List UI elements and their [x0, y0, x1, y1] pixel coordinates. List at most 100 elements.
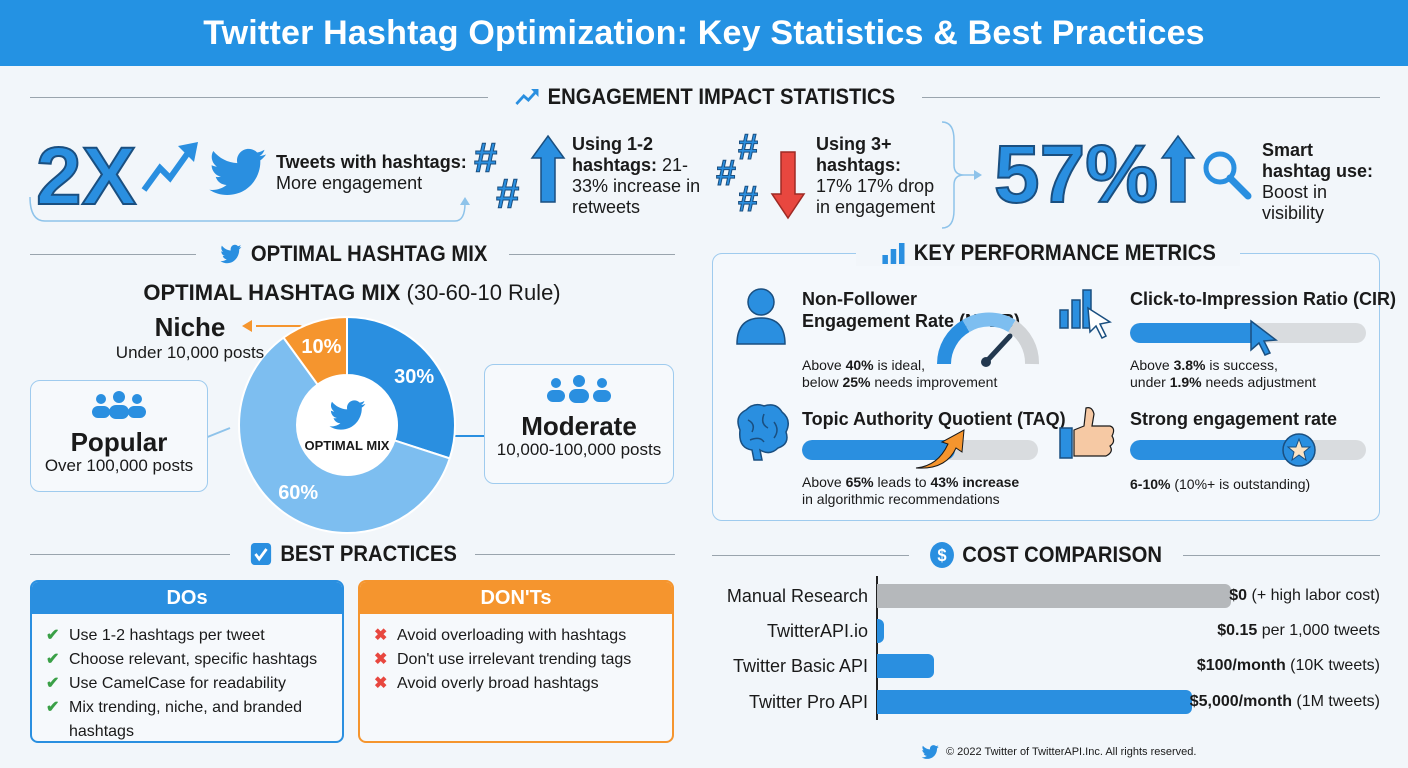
- cost-value-label: $5,000/month (1M tweets): [1140, 693, 1380, 711]
- dollar-icon: $: [930, 542, 955, 568]
- cost-value: $0.15: [1217, 622, 1258, 639]
- donut-label: 30%: [394, 366, 434, 388]
- cir-progress-fill: [1130, 323, 1260, 343]
- nfer-gauge: [937, 312, 1039, 367]
- metrics-panel: [712, 253, 1380, 521]
- cir-low: 1.9%: [1169, 374, 1202, 390]
- cost-value: $0: [1229, 587, 1248, 604]
- dos-item: ✔ Use CamelCase for readability: [46, 672, 328, 696]
- taq-progress-fill: [802, 440, 956, 460]
- popular-desc: Over 100,000 posts: [44, 456, 194, 475]
- check-icon: ✔: [46, 627, 60, 644]
- cross-icon: ✖: [374, 675, 388, 692]
- metrics-section-header: KEY PERFORMANCE METRICS: [856, 240, 1241, 266]
- cross-icon: ✖: [374, 651, 388, 668]
- checkbox-icon: [250, 543, 271, 565]
- nfer-text: below: [802, 374, 843, 390]
- ser-progress-bar: [1130, 440, 1366, 460]
- cost-bar: [877, 654, 934, 678]
- donts-item-text: Avoid overloading with hashtags: [397, 627, 627, 644]
- mix-subtitle-rule: (30-60-10 Rule): [400, 280, 561, 305]
- taq-threshold: 65%: [845, 474, 874, 490]
- mix-section-header: OPTIMAL HASHTAG MIX: [30, 241, 676, 267]
- mix-subtitle-bold: OPTIMAL HASHTAG MIX: [143, 280, 401, 305]
- engagement-heading: ENGAGEMENT IMPACT STATISTICS: [547, 84, 896, 109]
- cir-text: Above: [1130, 357, 1174, 373]
- brace-arrow: [941, 121, 982, 229]
- dos-item: ✔ Choose relevant, specific hashtags: [46, 648, 328, 672]
- cir-text: under: [1130, 374, 1170, 390]
- group-icon: [547, 375, 611, 403]
- cir-success: 3.8%: [1173, 357, 1206, 373]
- nfer-text: Above: [802, 357, 846, 373]
- nfer-text: is ideal,: [873, 357, 925, 373]
- engagement-section-header: ENGAGEMENT IMPACT STATISTICS: [30, 84, 1381, 110]
- twitter-bird-icon: [202, 142, 272, 202]
- cost-bar: [877, 690, 1193, 714]
- cost-section-header: $ COST COMPARISON: [712, 541, 1380, 569]
- taq-increase: 43% increase: [930, 474, 1020, 490]
- taq-progress-bar: [802, 440, 1038, 460]
- practices-section-header: BEST PRACTICES: [30, 541, 676, 567]
- bracket-arrow: [29, 196, 470, 222]
- donts-item: ✖ Avoid overloading with hashtags: [374, 624, 658, 648]
- donut-label: 60%: [278, 482, 318, 504]
- svg-text:$: $: [938, 544, 948, 565]
- brain-icon: [737, 403, 789, 461]
- cir-text: is success,: [1205, 357, 1278, 373]
- cost-value-note: (1M tweets): [1291, 693, 1380, 710]
- magnifier-icon: [1203, 151, 1252, 200]
- ser-progress-fill: [1130, 440, 1307, 460]
- cir-text: needs adjustment: [1201, 374, 1317, 390]
- check-icon: ✔: [46, 651, 60, 668]
- stat-1-text: Tweets with hashtags: More engagement: [276, 152, 476, 194]
- nfer-text: needs improvement: [870, 374, 998, 390]
- practices-heading: BEST PRACTICES: [279, 541, 457, 566]
- ser-text: (10%+ is outstanding): [1170, 476, 1311, 492]
- hashtag-icon: # #: [473, 134, 520, 217]
- popular-name: Popular: [70, 427, 168, 457]
- cost-value-note: (+ high labor cost): [1247, 587, 1380, 604]
- donut-center-label: OPTIMAL MIX: [304, 438, 390, 453]
- niche-name: Niche: [154, 312, 226, 342]
- donts-title: DON'Ts: [360, 582, 672, 614]
- arrow-up-icon: [530, 134, 566, 203]
- hashtags-icon: # # #: [715, 126, 759, 219]
- dos-item-text: Choose relevant, specific hashtags: [69, 651, 318, 668]
- stat-57-value: 57%: [993, 129, 1159, 220]
- cost-axis: [876, 576, 878, 720]
- twitter-bird-icon: [218, 242, 244, 266]
- moderate-name: Moderate: [521, 411, 637, 441]
- stat-4-desc: Boost in visibility: [1262, 182, 1328, 223]
- arrow-up-icon-2: [1160, 134, 1196, 203]
- mix-heading: OPTIMAL HASHTAG MIX: [250, 241, 488, 266]
- cost-category-label: Twitter Basic API: [732, 656, 868, 676]
- donts-item-text: Don't use irrelevant trending tags: [397, 651, 632, 668]
- group-icon: [92, 391, 146, 419]
- moderate-desc: 10,000-100,000 posts: [496, 440, 662, 459]
- nfer-desc: Above 40% is ideal, below 25% needs impro…: [802, 357, 997, 391]
- stat-3-label: Using 3+ hashtags:: [816, 134, 902, 175]
- bar-chart-icon: [882, 243, 905, 264]
- popular-card: Popular Over 100,000 posts: [30, 380, 208, 492]
- cost-heading: COST COMPARISON: [962, 542, 1163, 567]
- taq-desc: Above 65% leads to 43% increase in algori…: [802, 474, 1019, 508]
- dos-title: DOs: [32, 582, 342, 614]
- ser-range: 6-10%: [1130, 476, 1171, 492]
- thumbs-up-icon: [1059, 407, 1115, 459]
- cost-value: $100/month: [1196, 657, 1286, 674]
- cost-value-label: $100/month (10K tweets): [1140, 657, 1380, 675]
- title-banner: Twitter Hashtag Optimization: Key Statis…: [0, 0, 1408, 66]
- cost-value-label: $0.15 per 1,000 tweets: [1140, 622, 1380, 640]
- growth-arrow-icon: [141, 142, 198, 192]
- footer-text: © 2022 Twitter of TwitterAPI.Inc. All ri…: [946, 746, 1197, 758]
- donts-item-text: Avoid overly broad hashtags: [397, 675, 599, 692]
- orange-curve-arrow-icon: [915, 429, 965, 469]
- taq-title: Topic Authority Quotient (TAQ): [802, 409, 1066, 429]
- cost-category-label: Twitter Pro API: [748, 692, 868, 712]
- stat-3-text: Using 3+ hashtags: 17% 17% drop in engag…: [816, 134, 941, 218]
- donts-item: ✖ Avoid overly broad hashtags: [374, 672, 658, 696]
- stat-4-text: Smart hashtag use: Boost in visibility: [1262, 140, 1382, 224]
- stat-1-label: Tweets with hashtags:: [276, 152, 467, 172]
- cost-bar: [877, 584, 1231, 608]
